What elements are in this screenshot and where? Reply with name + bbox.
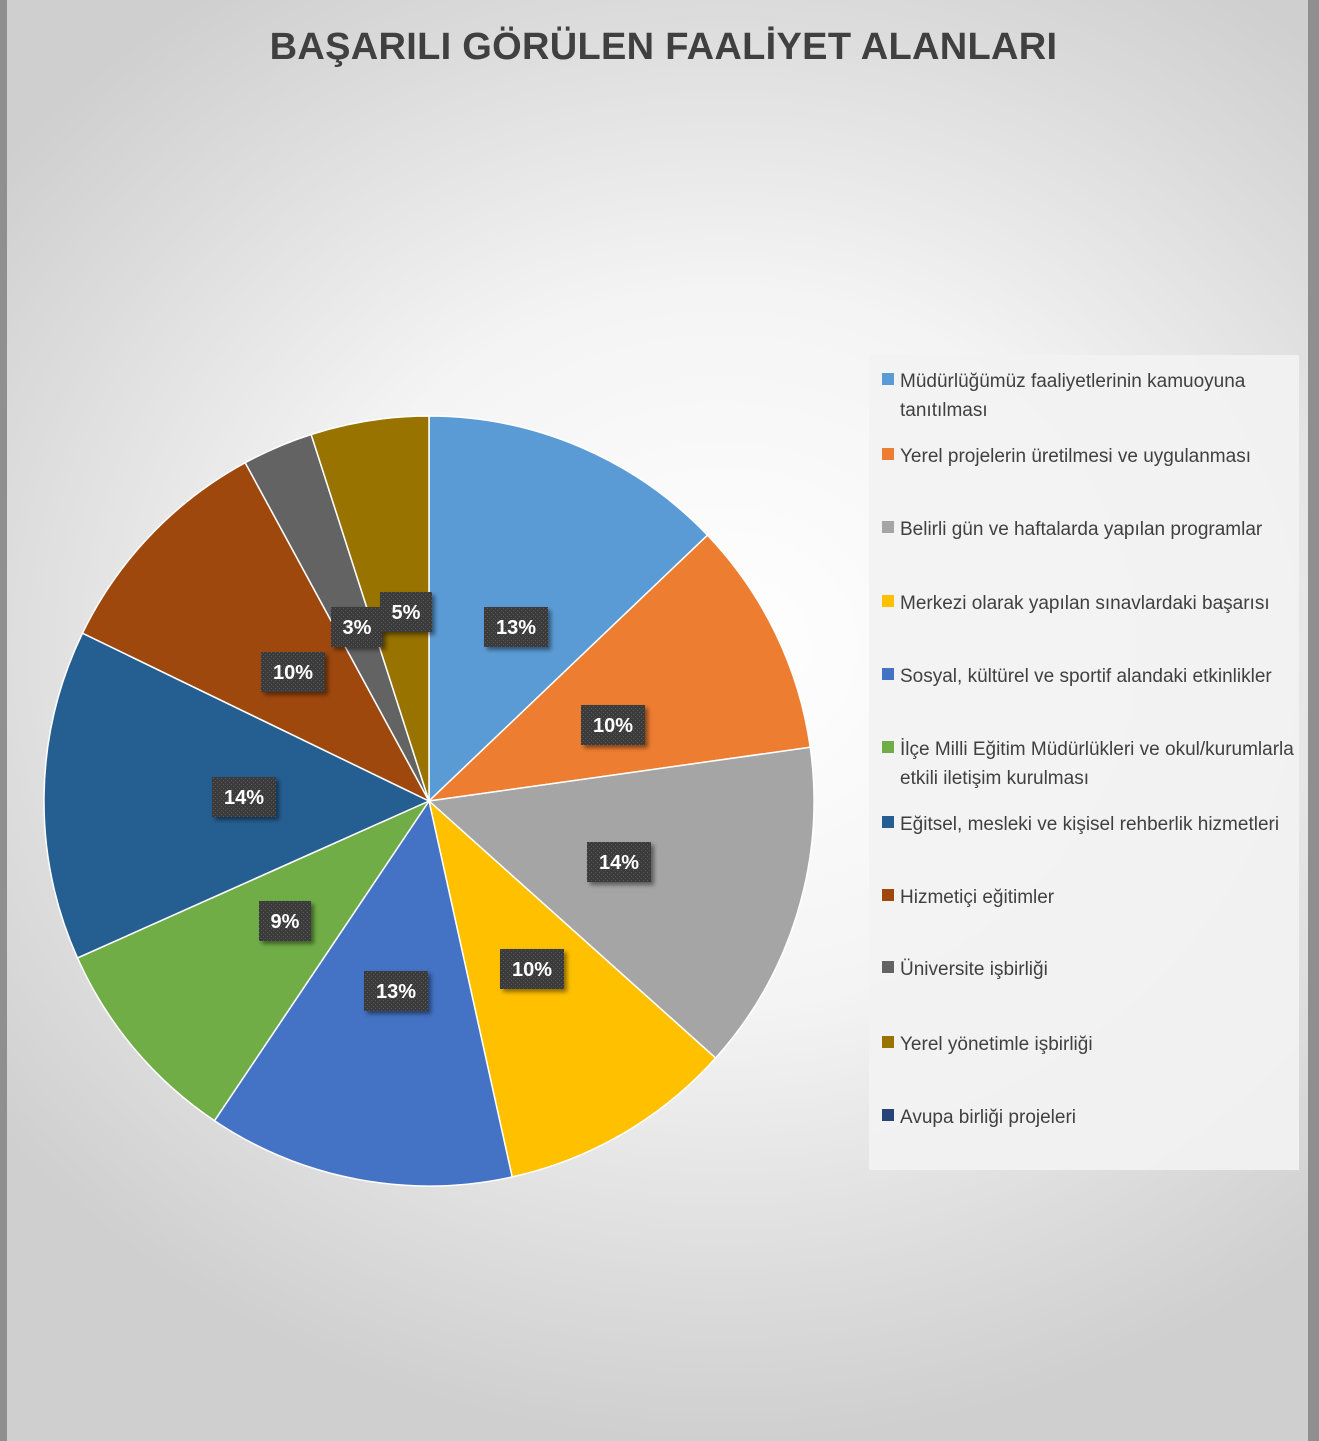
data-label-box bbox=[581, 705, 645, 745]
data-label-text: 5% bbox=[392, 602, 421, 624]
data-label-box bbox=[259, 901, 311, 941]
data-label-8: 10% bbox=[261, 652, 325, 692]
pie-slice-4 bbox=[427, 798, 717, 1178]
pie-slice-5 bbox=[213, 799, 514, 1187]
data-label-9: 3% bbox=[331, 607, 383, 647]
data-label-text: 13% bbox=[376, 981, 416, 1003]
data-label-text: 10% bbox=[593, 715, 633, 737]
legend-item-2: Yerel projelerin üretilmesi ve uygulanma… bbox=[882, 442, 1297, 471]
legend-item-5: Sosyal, kültürel ve sportif alandaki etk… bbox=[882, 662, 1297, 691]
legend-label: Belirli gün ve haftalarda yapılan progra… bbox=[900, 519, 1263, 540]
legend-swatch bbox=[882, 521, 894, 533]
legend-swatch bbox=[882, 816, 894, 828]
data-label-box bbox=[212, 777, 276, 817]
legend-label: Sosyal, kültürel ve sportif alandaki etk… bbox=[900, 666, 1272, 687]
legend-label: Eğitsel, mesleki ve kişisel rehberlik hi… bbox=[900, 814, 1280, 835]
data-label-text: 14% bbox=[599, 852, 639, 874]
data-label-10: 5% bbox=[380, 592, 432, 632]
pie-slices bbox=[43, 415, 815, 1187]
chart-area: BAŞARILI GÖRÜLEN FAALİYET ALANLARI 13% 10… bbox=[7, 0, 1308, 1441]
legend-item-6: İlçe Milli Eğitim Müdürlükleri ve okul/k… bbox=[882, 735, 1297, 793]
legend-label: İlçe Milli Eğitim Müdürlükleri ve okul/k… bbox=[900, 739, 1294, 789]
legend-label: Üniversite işbirliği bbox=[900, 959, 1048, 980]
chart-title: BAŞARILI GÖRÜLEN FAALİYET ALANLARI bbox=[269, 26, 1058, 68]
data-label-text: 9% bbox=[271, 911, 300, 933]
legend-item-10: Yerel yönetimle işbirliği bbox=[882, 1030, 1297, 1059]
data-label-box bbox=[364, 971, 428, 1011]
legend-swatch bbox=[882, 448, 894, 460]
legend-item-11: Avupa birliği projeleri bbox=[882, 1103, 1297, 1132]
legend-item-1: Müdürlüğümüz faaliyetlerinin kamuoyuna t… bbox=[882, 367, 1297, 425]
data-label-text: 14% bbox=[224, 787, 264, 809]
pie-slice-1 bbox=[428, 415, 709, 803]
data-label-2: 10% bbox=[581, 705, 645, 745]
data-label-text: 10% bbox=[273, 662, 313, 684]
legend-swatch bbox=[882, 1109, 894, 1121]
legend-swatch bbox=[882, 1036, 894, 1048]
legend-label: Müdürlüğümüz faaliyetlerinin kamuoyuna t… bbox=[900, 371, 1246, 421]
legend-swatch bbox=[882, 595, 894, 607]
legend-label: Yerel projelerin üretilmesi ve uygulanma… bbox=[900, 446, 1251, 467]
data-label-text: 13% bbox=[496, 617, 536, 639]
pie-slice-2 bbox=[426, 534, 812, 803]
legend-swatch bbox=[882, 889, 894, 901]
pie-slice-3 bbox=[427, 746, 815, 1060]
data-label-box bbox=[261, 652, 325, 692]
data-label-text: 10% bbox=[512, 959, 552, 981]
pie-chart: 13% 10% 14% 10% 13% 9% 14% 10% 3% 5% bbox=[43, 415, 815, 1187]
data-label-box bbox=[484, 607, 548, 647]
data-label-7: 14% bbox=[212, 777, 276, 817]
data-label-box bbox=[380, 592, 432, 632]
data-label-3: 14% bbox=[587, 842, 651, 882]
pie-slice-8 bbox=[81, 461, 431, 803]
data-label-6: 9% bbox=[259, 901, 311, 941]
legend-item-3: Belirli gün ve haftalarda yapılan progra… bbox=[882, 515, 1297, 544]
data-label-text: 3% bbox=[343, 617, 372, 639]
legend-swatch bbox=[882, 961, 894, 973]
legend-item-4: Merkezi olarak yapılan sınavlardaki başa… bbox=[882, 589, 1297, 618]
legend-label: Yerel yönetimle işbirliği bbox=[900, 1034, 1093, 1055]
legend-item-8: Hizmetiçi eğitimler bbox=[882, 883, 1297, 912]
data-label-box bbox=[587, 842, 651, 882]
legend: Müdürlüğümüz faaliyetlerinin kamuoyuna t… bbox=[869, 355, 1299, 1170]
data-label-5: 13% bbox=[364, 971, 428, 1011]
legend-swatch bbox=[882, 741, 894, 753]
legend-label: Merkezi olarak yapılan sınavlardaki başa… bbox=[900, 593, 1270, 614]
data-label-4: 10% bbox=[500, 949, 564, 989]
data-label-box bbox=[331, 607, 383, 647]
pie-slice-6 bbox=[76, 799, 432, 1122]
data-label-box bbox=[500, 949, 564, 989]
legend-label: Avupa birliği projeleri bbox=[900, 1107, 1077, 1128]
pie-data-labels: 13% 10% 14% 10% 13% 9% 14% 10% 3% 5% bbox=[212, 592, 651, 1011]
legend-item-7: Eğitsel, mesleki ve kişisel rehberlik hi… bbox=[882, 810, 1297, 839]
legend-swatch bbox=[882, 373, 894, 385]
data-label-1: 13% bbox=[484, 607, 548, 647]
legend-label: Hizmetiçi eğitimler bbox=[900, 887, 1055, 908]
legend-swatch bbox=[882, 668, 894, 680]
legend-item-9: Üniversite işbirliği bbox=[882, 955, 1297, 984]
